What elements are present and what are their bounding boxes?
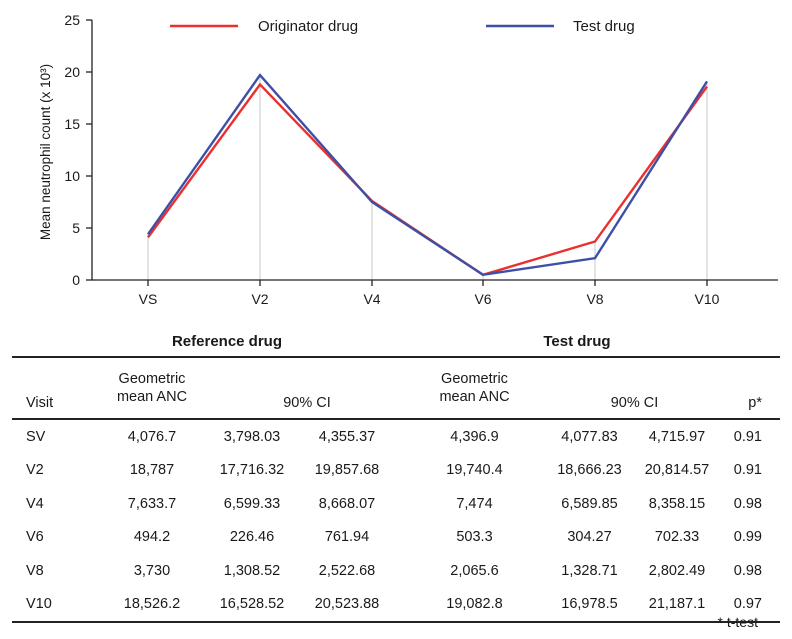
cell-visit: SV [26, 428, 46, 445]
cell-ci-ref-low: 226.46 [229, 529, 275, 546]
x-tick-label: V4 [363, 291, 380, 307]
header-p: p* [722, 357, 780, 420]
cell-visit: V4 [26, 495, 44, 512]
y-tick-label: 15 [64, 116, 80, 132]
cell-p: 0.97 [722, 587, 780, 623]
line-chart: 0 5 10 15 20 25 VS V2 V4 V6 V8 V10 Originator drug… [38, 12, 778, 307]
header-ci-ref: 90% CI [212, 357, 402, 420]
y-tick-label: 0 [72, 272, 80, 288]
series-lines [147, 73, 709, 277]
table-row: V6 494.2 226.46 761.94 503.3 304.27 702.33 0.99 [12, 521, 780, 555]
group-test: Test drug [402, 326, 722, 358]
header-geo-ref-line2: mean ANC [116, 389, 188, 405]
cell-ci-test-high: 2,802.49 [648, 562, 706, 579]
table-row: V8 3,730 1,308.52 2,522.68 2,065.6 1,328.71 2,… [12, 554, 780, 588]
cell-geo-test: 2,065.6 [450, 562, 499, 579]
cell-geo-ref: 7,633.7 [127, 495, 177, 512]
footnote: * t-test [717, 614, 758, 630]
y-axis: 0 5 10 15 20 25 [64, 12, 93, 288]
header-geo-test-line2: mean ANC [439, 389, 510, 405]
table-row: V2 18,787 17,716.32 19,857.68 19,740.4 18,666… [12, 454, 780, 488]
cell-ci-test-low: 6,589.85 [561, 495, 618, 512]
cell-geo-ref: 494.2 [133, 529, 171, 546]
x-tick-label: V2 [251, 291, 268, 307]
cell-ci-test-high: 4,715.97 [648, 428, 706, 445]
header-geo-test: Geometric mean ANC [402, 357, 547, 420]
table-body: SV 4,076.7 3,798.03 4,355.37 4,396.9 4,077.83… [12, 419, 780, 623]
series-line-test [147, 73, 709, 277]
cell-ci-test-high: 8,358.15 [648, 495, 706, 512]
cell-ci-ref-high: 19,857.68 [314, 462, 380, 479]
cell-ci-test-high: 21,187.1 [632, 587, 722, 623]
cell-visit: V2 [26, 462, 44, 479]
category-gridlines [147, 75, 708, 280]
header-geo-ref: Geometric mean ANC [92, 357, 212, 420]
y-tick-label: 5 [72, 220, 80, 236]
cell-ci-ref-low: 6,599.33 [223, 495, 281, 512]
cell-p: 0.91 [733, 462, 762, 479]
cell-geo-test: 19,082.8 [402, 587, 547, 623]
cell-p: 0.98 [733, 562, 762, 579]
results-table-container: Reference drug Test drug Visit Geometric… [12, 326, 780, 623]
cell-ci-test-high: 702.33 [654, 529, 700, 546]
cell-geo-ref: 18,526.2 [92, 587, 212, 623]
y-tick-label: 20 [64, 64, 80, 80]
cell-ci-ref-high: 20,523.88 [292, 587, 402, 623]
y-axis-label: Mean neutrophil count (x 10³) [38, 64, 53, 240]
cell-ci-test-high: 20,814.57 [644, 462, 710, 479]
cell-ci-test-low: 16,978.5 [547, 587, 632, 623]
legend: Originator drug Test drug [170, 18, 635, 35]
x-axis: VS V2 V4 V6 V8 V10 [92, 279, 778, 307]
cell-ci-test-low: 304.27 [567, 529, 612, 546]
cell-visit: V6 [26, 529, 44, 546]
y-tick-label: 25 [64, 12, 80, 28]
cell-ci-ref-high: 4,355.37 [318, 428, 376, 445]
cell-ci-ref-high: 8,668.07 [318, 495, 376, 512]
cell-visit: V8 [26, 562, 44, 579]
series-line-originator [147, 82, 708, 277]
table-row: V10 18,526.2 16,528.52 20,523.88 19,082.8 16,… [12, 587, 780, 623]
cell-geo-ref: 18,787 [129, 462, 175, 479]
cell-visit: V10 [12, 587, 92, 623]
cell-geo-test: 4,396.9 [450, 428, 499, 445]
cell-geo-ref: 3,730 [133, 562, 171, 579]
table-row: V4 7,633.7 6,599.33 8,668.07 7,474 6,589.85 8,… [12, 487, 780, 521]
cell-ci-ref-low: 16,528.52 [212, 587, 292, 623]
cell-ci-ref-low: 17,716.32 [219, 462, 285, 479]
legend-label-test: Test drug [573, 18, 635, 35]
cell-geo-test: 503.3 [456, 529, 493, 546]
legend-label-originator: Originator drug [258, 18, 358, 35]
results-table: Reference drug Test drug Visit Geometric… [12, 326, 780, 623]
cell-ci-ref-low: 3,798.03 [223, 428, 281, 445]
x-tick-label: VS [139, 291, 158, 307]
cell-ci-ref-high: 761.94 [324, 529, 370, 546]
cell-geo-test: 7,474 [456, 495, 493, 512]
header-ci-test: 90% CI [547, 357, 722, 420]
cell-geo-ref: 4,076.7 [127, 428, 177, 445]
cell-ci-test-low: 1,328.71 [561, 562, 618, 579]
column-header-row: Visit Geometric mean ANC 90% CI Geometri… [12, 357, 780, 420]
cell-p: 0.98 [733, 495, 762, 512]
x-tick-label: V8 [586, 291, 603, 307]
group-reference: Reference drug [92, 326, 402, 358]
cell-p: 0.91 [733, 428, 762, 445]
x-tick-label: V6 [474, 291, 491, 307]
header-geo-ref-line1: Geometric [118, 371, 186, 387]
cell-ci-test-low: 4,077.83 [561, 428, 618, 445]
header-geo-test-line1: Geometric [441, 371, 508, 387]
group-header-row: Reference drug Test drug [12, 326, 780, 358]
cell-ci-ref-low: 1,308.52 [223, 562, 281, 579]
cell-ci-test-low: 18,666.23 [557, 462, 622, 479]
y-tick-label: 10 [64, 168, 80, 184]
table-row: SV 4,076.7 3,798.03 4,355.37 4,396.9 4,077.83… [12, 419, 780, 454]
header-visit: Visit [12, 357, 92, 420]
cell-ci-ref-high: 2,522.68 [318, 562, 376, 579]
cell-p: 0.99 [733, 529, 762, 546]
cell-geo-test: 19,740.4 [446, 462, 503, 479]
x-tick-label: V10 [695, 291, 720, 307]
